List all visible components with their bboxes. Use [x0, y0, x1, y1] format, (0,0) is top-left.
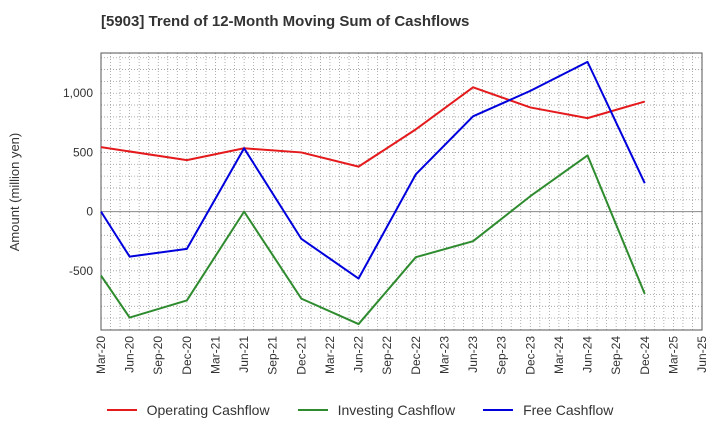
x-tick-label: Sep-23	[495, 336, 509, 375]
y-tick-label: 500	[73, 145, 93, 159]
y-tick-label: -500	[69, 264, 93, 278]
x-tick-label: Dec-20	[180, 336, 194, 375]
series-line-free-cashflow	[100, 60, 646, 280]
y-tick-label: 0	[86, 205, 93, 219]
plot-border	[100, 52, 703, 331]
x-tick-label: Mar-21	[208, 336, 222, 374]
y-axis-title: Amount (million yen)	[7, 133, 22, 252]
x-tick-label: Jun-25	[695, 336, 709, 373]
series-line-operating-cashflow	[100, 86, 646, 168]
series-lines	[100, 60, 646, 326]
chart-title: [5903] Trend of 12-Month Moving Sum of C…	[101, 13, 470, 30]
x-tick-labels: Mar-20 Jun-20 Sep-20 Dec-20 Mar-21 Jun-21 Sep-…	[94, 336, 709, 375]
x-tick-label: Jun-23	[466, 336, 480, 373]
y-tick-label: 1,000	[63, 86, 93, 100]
legend-label-operating: Operating Cashflow	[146, 402, 270, 418]
legend-item-operating-cashflow: Operating Cashflow	[106, 402, 270, 418]
legend-label-free: Free Cashflow	[523, 402, 614, 418]
grid	[100, 53, 703, 331]
x-tick-label: Sep-22	[380, 336, 394, 375]
x-tick-label: Jun-20	[123, 336, 137, 373]
legend-swatch-free	[483, 409, 514, 411]
y-tick-labels: -500 0 500 1,000	[63, 86, 93, 278]
legend-item-free-cashflow: Free Cashflow	[483, 402, 613, 418]
legend-label-investing: Investing Cashflow	[337, 402, 456, 418]
legend-swatch-operating	[106, 409, 137, 411]
x-tick-label: Sep-20	[151, 336, 165, 375]
x-tick-label: Mar-20	[94, 336, 108, 374]
x-tick-label: Dec-21	[294, 336, 308, 375]
x-tick-label: Sep-21	[266, 336, 280, 375]
legend-item-investing-cashflow: Investing Cashflow	[297, 402, 456, 418]
series-line-investing-cashflow	[100, 154, 646, 326]
x-tick-label: Mar-23	[437, 336, 451, 374]
legend: Operating Cashflow Investing Cashflow Fr…	[0, 402, 720, 418]
x-tick-label: Jun-21	[237, 336, 251, 373]
x-tick-label: Mar-22	[323, 336, 337, 374]
x-tick-label: Jun-24	[581, 336, 595, 373]
x-tick-label: Mar-25	[666, 336, 680, 374]
x-tick-label: Dec-22	[409, 336, 423, 375]
x-tick-label: Mar-24	[552, 336, 566, 374]
plot-frame	[100, 52, 703, 331]
x-tick-label: Dec-23	[523, 336, 537, 375]
x-tick-label: Dec-24	[638, 336, 652, 375]
x-tick-label: Jun-22	[352, 336, 366, 373]
x-tick-label: Sep-24	[609, 336, 623, 375]
legend-swatch-investing	[297, 409, 328, 411]
